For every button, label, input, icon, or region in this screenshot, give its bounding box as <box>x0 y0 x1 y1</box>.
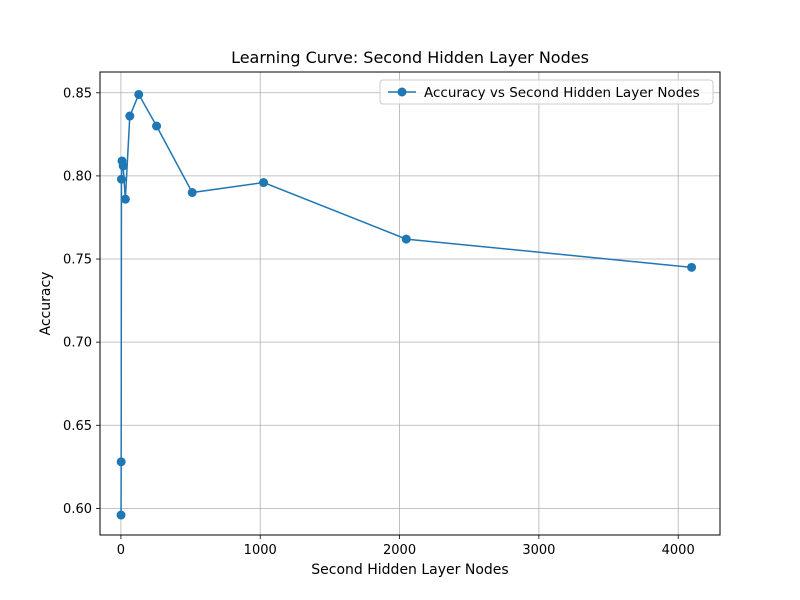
x-tick-label: 2000 <box>383 543 416 558</box>
y-tick-label: 0.70 <box>63 336 92 351</box>
legend-box <box>379 79 714 105</box>
legend-marker-swatch <box>397 87 407 97</box>
y-tick-label: 0.80 <box>63 169 92 184</box>
y-tick-label: 0.60 <box>63 502 92 517</box>
ticks: 0 1000 2000 3000 4000 0.60 0.65 0.70 0.75 0.80 0.8… <box>63 86 695 558</box>
x-tick-label: 4000 <box>662 543 695 558</box>
data-point <box>120 194 130 204</box>
series-layer <box>116 89 697 520</box>
data-point <box>116 457 126 467</box>
x-tick-label: 3000 <box>522 543 555 558</box>
y-axis-label: Accuracy <box>38 272 54 336</box>
x-axis-label: Second Hidden Layer Nodes <box>311 562 508 578</box>
data-point <box>187 188 197 198</box>
data-point <box>118 161 128 171</box>
data-point <box>259 178 269 188</box>
data-point <box>134 89 144 99</box>
plot-frame <box>99 71 721 536</box>
x-tick-label: 1000 <box>244 543 277 558</box>
data-point <box>125 111 135 121</box>
data-point <box>116 174 126 184</box>
data-point <box>152 121 162 131</box>
x-tick-label: 0 <box>117 543 125 558</box>
legend: Accuracy vs Second Hidden Layer Nodes <box>379 79 714 105</box>
y-tick-label: 0.75 <box>63 253 92 268</box>
y-tick-label: 0.85 <box>63 86 92 101</box>
chart-title: Learning Curve: Second Hidden Layer Node… <box>231 48 589 67</box>
y-tick-label: 0.65 <box>63 419 92 434</box>
data-point <box>687 262 697 272</box>
legend-entry-label: Accuracy vs Second Hidden Layer Nodes <box>424 85 700 101</box>
data-point <box>116 510 126 520</box>
data-point <box>401 234 411 244</box>
